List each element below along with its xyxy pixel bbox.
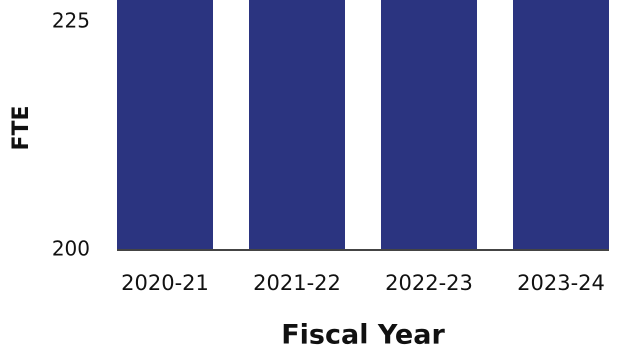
- x-tick-label: 2023-24: [517, 271, 605, 295]
- x-axis-label: Fiscal Year: [281, 320, 445, 351]
- bar-segment: [513, 0, 609, 250]
- bar-segment: [381, 0, 477, 250]
- bar-segment: [117, 0, 213, 250]
- y-tick-label: 200: [52, 237, 90, 261]
- x-tick-label: 2021-22: [253, 271, 341, 295]
- bar-segment: [249, 0, 345, 250]
- y-tick-label: 225: [52, 9, 90, 33]
- y-axis-label: FTE: [9, 105, 34, 150]
- x-tick-label: 2020-21: [121, 271, 209, 295]
- x-tick-label: 2022-23: [385, 271, 473, 295]
